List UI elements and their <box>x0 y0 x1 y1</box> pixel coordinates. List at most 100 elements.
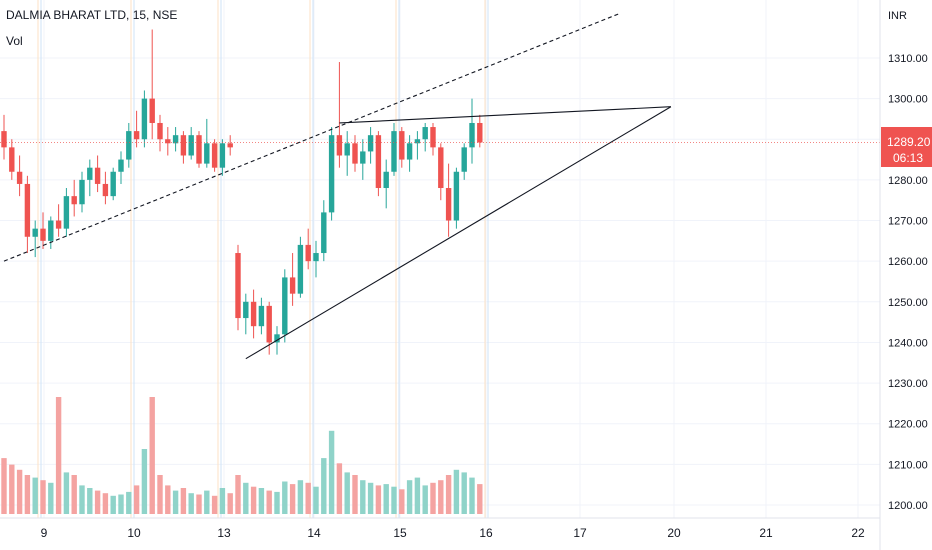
volume-bar <box>438 480 444 514</box>
volume-bars <box>1 397 483 514</box>
last-price-tag: 1289.20 06:13 <box>881 127 932 167</box>
candle-body <box>204 143 210 164</box>
candle-body <box>149 98 155 123</box>
time-tick-label: 21 <box>759 526 773 540</box>
price-axis[interactable]: 1200.00 1210.00 1220.00 1230.00 1240.00 1250.… <box>888 53 928 512</box>
candle-body <box>399 131 405 160</box>
time-tick-label: 20 <box>667 526 681 540</box>
price-tick-label: 1250.00 <box>888 297 928 309</box>
candle-body <box>453 171 460 221</box>
volume-bar <box>266 490 272 514</box>
time-tick-label: 15 <box>393 526 407 540</box>
candle-body <box>258 305 265 327</box>
volume-bar <box>79 485 85 514</box>
candle-body <box>391 131 397 172</box>
volume-bar <box>63 472 70 514</box>
volume-indicator-label[interactable]: Vol <box>6 34 23 48</box>
volume-bar <box>243 482 249 514</box>
candle-body <box>477 122 483 143</box>
volume-bar <box>24 475 31 514</box>
candle-body <box>219 143 226 168</box>
candle-body <box>445 188 452 221</box>
candle-body <box>328 135 335 213</box>
volume-bar <box>406 480 413 514</box>
candle-body <box>422 127 428 140</box>
candle-body <box>211 143 218 168</box>
bar-countdown: 06:13 <box>893 151 924 165</box>
volume-bar <box>305 482 311 514</box>
candle-body <box>469 122 475 148</box>
time-tick-label: 22 <box>851 526 865 540</box>
candle-body <box>48 220 54 241</box>
volume-bar <box>430 482 436 514</box>
price-tick-label: 1260.00 <box>888 256 928 268</box>
candle-body <box>305 244 311 262</box>
price-tick-label: 1310.00 <box>888 53 928 65</box>
candle-body <box>321 212 327 254</box>
candle-body <box>71 196 77 205</box>
volume-bar <box>367 482 374 514</box>
chart-title[interactable]: DALMIA BHARAT LTD, 15, NSE <box>6 8 178 22</box>
volume-bar <box>126 491 132 514</box>
time-tick-label: 10 <box>127 526 141 540</box>
volume-bar <box>469 477 475 514</box>
candle-body <box>375 135 382 189</box>
volume-bar <box>141 449 148 514</box>
candle-body <box>188 135 194 156</box>
candle-body <box>63 196 70 229</box>
candle-body <box>243 301 249 319</box>
price-tick-label: 1220.00 <box>888 419 928 431</box>
price-tick-label: 1300.00 <box>888 94 928 106</box>
candle-body <box>133 131 140 140</box>
candle-body <box>344 143 350 156</box>
candle-body <box>180 135 187 156</box>
candle-body <box>352 143 358 164</box>
price-tick-label: 1200.00 <box>888 500 928 512</box>
volume-bar <box>55 397 62 514</box>
volume-bar <box>289 484 296 514</box>
volume-bar <box>9 464 15 514</box>
triangle-resistance-line <box>339 106 671 124</box>
candle-body <box>126 131 132 160</box>
candle-body <box>235 253 241 319</box>
volume-bar <box>94 490 101 514</box>
volume-bar <box>48 482 54 514</box>
candle-body <box>360 151 366 164</box>
volume-bar <box>375 485 382 514</box>
volume-bar <box>16 469 23 514</box>
volume-bar <box>180 488 187 514</box>
candle-body <box>16 171 23 184</box>
last-price-value: 1289.20 <box>887 135 931 149</box>
candle-body <box>141 98 148 140</box>
volume-bar <box>313 486 319 514</box>
volume-bar <box>133 485 140 514</box>
candle-body <box>406 143 413 160</box>
volume-bar <box>40 480 46 514</box>
candle-body <box>165 139 171 144</box>
volume-bar <box>172 490 179 514</box>
volume-bar <box>344 472 350 514</box>
volume-bar <box>297 480 304 514</box>
volume-bar <box>235 475 241 514</box>
candle-body <box>94 167 101 184</box>
candle-body <box>289 277 296 294</box>
volume-bar <box>282 481 288 514</box>
volume-bar <box>227 493 233 514</box>
volume-bar <box>1 458 7 514</box>
volume-bar <box>383 484 389 514</box>
volume-bar <box>274 491 280 514</box>
volume-bar <box>422 485 428 514</box>
candle-body <box>336 135 343 156</box>
time-tick-label: 16 <box>479 526 493 540</box>
volume-bar <box>71 475 77 514</box>
candle-body <box>430 127 436 148</box>
time-tick-label: 9 <box>41 526 48 540</box>
candle-body <box>313 253 319 262</box>
currency-label: INR <box>888 10 907 22</box>
candle-body <box>102 183 109 197</box>
trendlines[interactable] <box>3 12 672 360</box>
candle-body <box>227 143 233 148</box>
upper-parallel-channel-line <box>3 12 621 262</box>
time-axis[interactable]: 9 10 13 14 15 16 17 20 21 22 <box>41 526 865 540</box>
